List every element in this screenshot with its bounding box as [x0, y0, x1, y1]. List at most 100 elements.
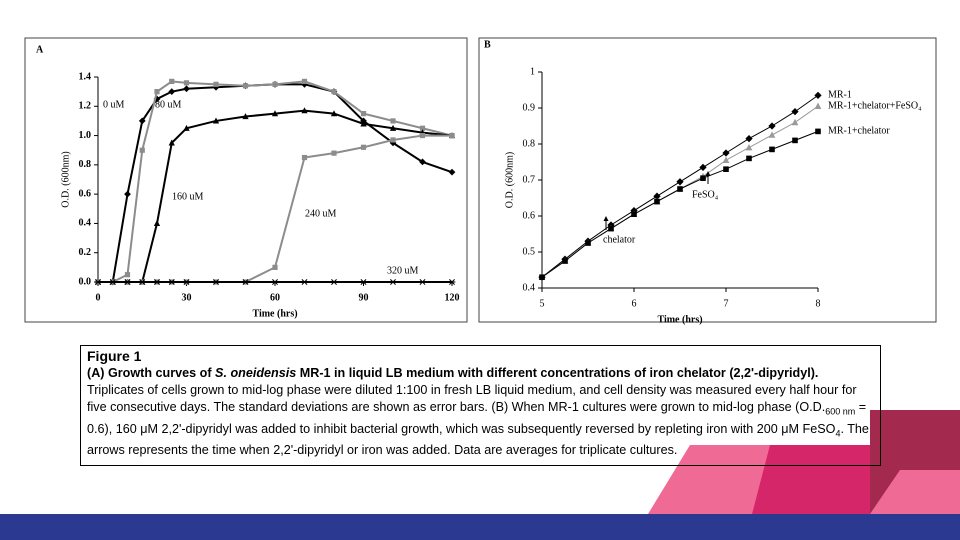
annotation: chelator: [603, 234, 636, 245]
marker: [124, 272, 131, 278]
marker: [169, 78, 175, 84]
marker: [746, 155, 752, 162]
marker: [608, 225, 614, 232]
marker: [653, 192, 661, 200]
series-line: [98, 134, 452, 283]
marker: [301, 78, 308, 84]
marker: [331, 89, 337, 95]
y-tick-label: 0.4: [523, 282, 536, 293]
marker: [301, 279, 308, 285]
shape: [870, 470, 960, 514]
x-axis-title: Time (hrs): [252, 308, 297, 319]
arrow-head: [705, 171, 711, 176]
marker: [722, 156, 730, 163]
marker: [699, 163, 707, 172]
marker: [212, 117, 220, 124]
x-tick-label: 7: [724, 298, 729, 309]
marker: [168, 88, 176, 96]
shape: [752, 445, 870, 514]
marker: [814, 102, 822, 109]
marker: [242, 83, 249, 89]
marker: [389, 124, 397, 131]
marker: [768, 122, 776, 130]
marker: [153, 279, 161, 285]
marker: [271, 110, 279, 117]
x-tick-label: 0: [96, 292, 101, 303]
caption-text: MR-1 in liquid LB medium with different …: [296, 366, 819, 380]
series-label: 320 uM: [387, 265, 419, 276]
marker: [769, 146, 775, 153]
marker: [331, 150, 337, 156]
marker: [124, 279, 131, 285]
series-line: [541, 130, 819, 278]
marker: [138, 117, 146, 125]
y-tick-label: 1: [530, 66, 535, 77]
marker: [419, 132, 426, 139]
series-label: MR-1+chelator+FeSO₄: [828, 100, 922, 111]
marker: [360, 144, 367, 150]
caption-text: (A) Growth curves of: [87, 366, 216, 380]
marker: [168, 139, 175, 146]
caption-text: S. oneidensis: [215, 366, 297, 380]
marker: [700, 175, 706, 181]
x-tick-label: 6: [632, 298, 637, 309]
y-axis-title: O.D. (600nm): [60, 151, 71, 207]
series-label: 0 uM: [103, 99, 125, 110]
marker: [183, 80, 190, 86]
marker: [562, 258, 568, 264]
marker: [213, 81, 219, 87]
marker: [419, 279, 426, 285]
y-tick-label: 0.8: [79, 159, 92, 170]
series-line: [98, 109, 453, 283]
marker: [448, 168, 456, 176]
marker: [138, 279, 146, 285]
y-tick-label: 0.5: [523, 246, 536, 257]
marker: [390, 137, 396, 143]
marker: [212, 83, 220, 91]
marker: [94, 279, 102, 285]
caption-text: . The arrows represents the time when 2,…: [87, 421, 869, 458]
y-tick-label: 0.2: [79, 247, 92, 258]
marker: [654, 198, 660, 205]
caption-text: = 0.6), 160 μM 2,2'-dipyridyl was added …: [87, 400, 867, 436]
series-line: [98, 83, 453, 283]
marker: [272, 81, 278, 87]
annotation: FeSO₄: [692, 189, 719, 200]
marker: [539, 274, 545, 280]
marker: [124, 190, 131, 198]
y-tick-label: 0.0: [79, 276, 92, 287]
y-axis-title: O.D. (600nm): [504, 152, 515, 208]
marker: [271, 279, 279, 285]
marker: [360, 120, 367, 127]
marker: [272, 264, 278, 270]
marker: [139, 147, 145, 153]
marker: [360, 111, 367, 117]
marker: [419, 158, 426, 166]
caption-text: 600 nm: [825, 406, 856, 417]
y-tick-label: 0.4: [79, 218, 92, 229]
arrow-head: [603, 216, 609, 221]
marker: [792, 137, 798, 144]
y-tick-label: 0.6: [79, 188, 92, 199]
y-tick-label: 1.2: [79, 101, 92, 112]
marker: [745, 143, 753, 151]
marker: [677, 186, 683, 192]
caption-text: Triplicates of cells grown to mid-log ph…: [87, 383, 857, 414]
marker: [389, 279, 397, 285]
marker: [183, 85, 190, 93]
marker: [722, 149, 730, 157]
marker: [723, 166, 729, 172]
marker: [814, 91, 822, 100]
y-tick-label: 0.7: [523, 174, 536, 185]
marker: [745, 134, 753, 143]
panel-label: A: [36, 44, 44, 55]
x-tick-label: 120: [445, 292, 460, 303]
panel-label: B: [484, 39, 491, 50]
series-label: MR-1+chelator: [828, 126, 890, 137]
marker: [242, 113, 249, 120]
marker: [585, 240, 591, 246]
x-tick-label: 60: [270, 292, 280, 303]
